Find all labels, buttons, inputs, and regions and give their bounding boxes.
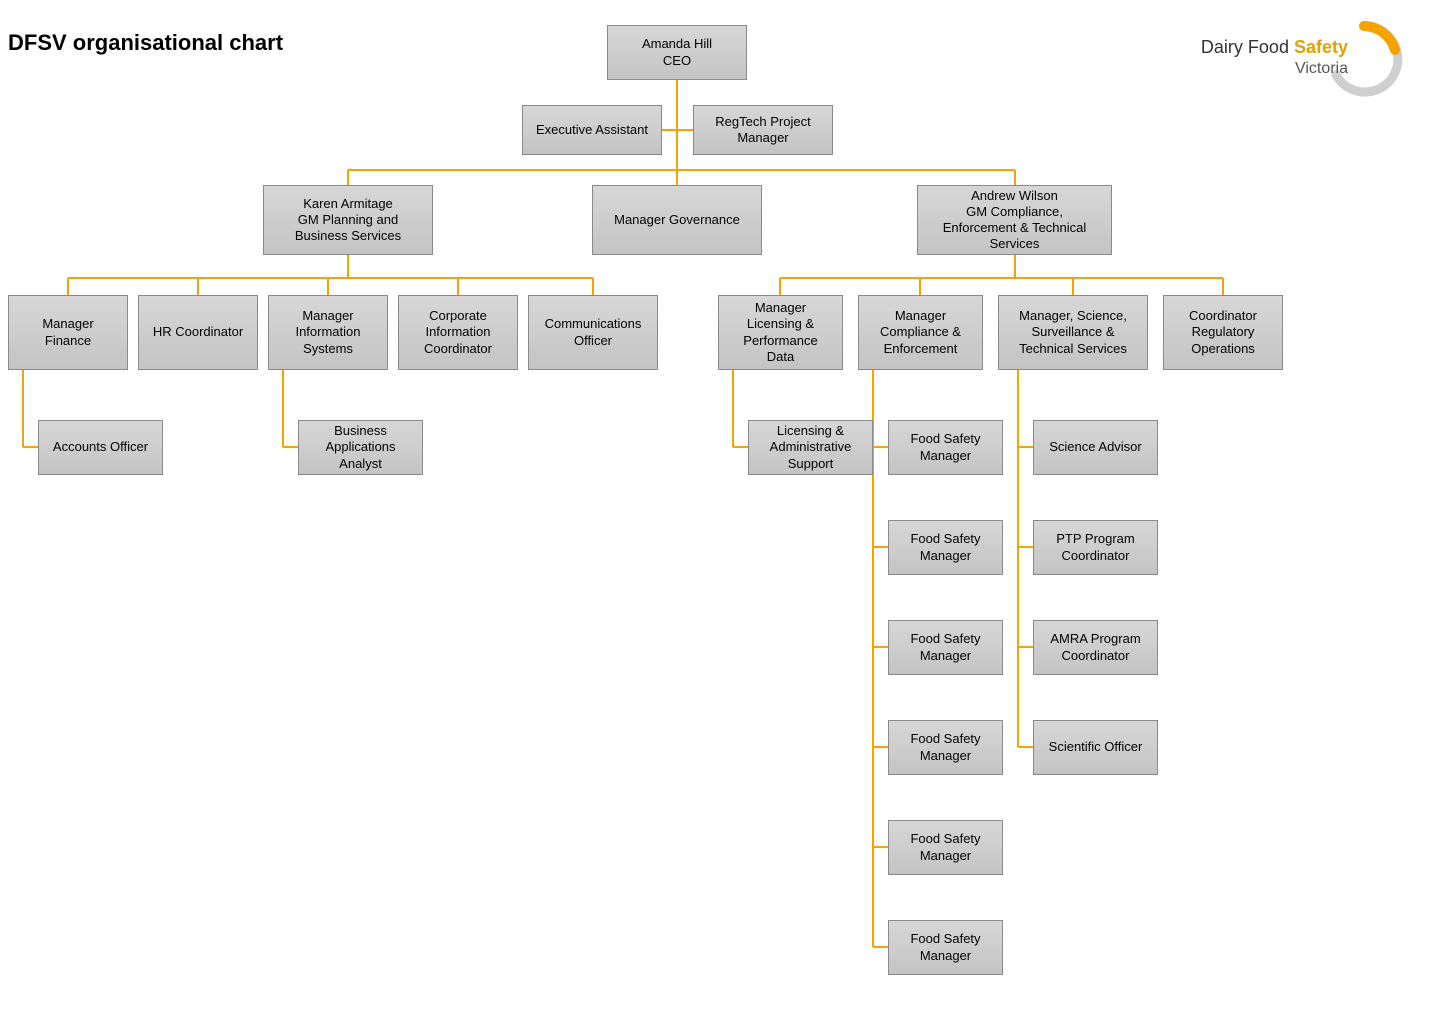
node-baa: Business Applications Analyst bbox=[298, 420, 423, 475]
node-comms: Communications Officer bbox=[528, 295, 658, 370]
node-cic: Corporate Information Coordinator bbox=[398, 295, 518, 370]
page-title: DFSV organisational chart bbox=[8, 30, 283, 56]
node-mgr_gov: Manager Governance bbox=[592, 185, 762, 255]
node-ceo: Amanda Hill CEO bbox=[607, 25, 747, 80]
node-gm_pbbs: Karen Armitage GM Planning and Business … bbox=[263, 185, 433, 255]
node-fsm6: Food Safety Manager bbox=[888, 920, 1003, 975]
node-ptp: PTP Program Coordinator bbox=[1033, 520, 1158, 575]
node-mgr_ssts: Manager, Science, Surveillance & Technic… bbox=[998, 295, 1148, 370]
node-fsm2: Food Safety Manager bbox=[888, 520, 1003, 575]
node-hr_coord: HR Coordinator bbox=[138, 295, 258, 370]
node-mgr_fin: Manager Finance bbox=[8, 295, 128, 370]
brand-logo: Dairy Food Safety Victoria bbox=[1193, 20, 1403, 100]
node-fsm5: Food Safety Manager bbox=[888, 820, 1003, 875]
logo-text-accent: Safety bbox=[1294, 37, 1348, 57]
node-sci_adv: Science Advisor bbox=[1033, 420, 1158, 475]
node-fsm1: Food Safety Manager bbox=[888, 420, 1003, 475]
node-fsm3: Food Safety Manager bbox=[888, 620, 1003, 675]
node-ea: Executive Assistant bbox=[522, 105, 662, 155]
node-gm_cets: Andrew Wilson GM Compliance, Enforcement… bbox=[917, 185, 1112, 255]
node-amra: AMRA Program Coordinator bbox=[1033, 620, 1158, 675]
node-acc_off: Accounts Officer bbox=[38, 420, 163, 475]
org-chart-canvas: DFSV organisational chart Dairy Food Saf… bbox=[0, 0, 1433, 1013]
logo-text-line2: Victoria bbox=[1295, 60, 1348, 77]
node-sci_off: Scientific Officer bbox=[1033, 720, 1158, 775]
node-las: Licensing & Administrative Support bbox=[748, 420, 873, 475]
node-mgr_is: Manager Information Systems bbox=[268, 295, 388, 370]
node-fsm4: Food Safety Manager bbox=[888, 720, 1003, 775]
node-regtech: RegTech Project Manager bbox=[693, 105, 833, 155]
node-coord_reg: Coordinator Regulatory Operations bbox=[1163, 295, 1283, 370]
node-mgr_lpd: Manager Licensing & Performance Data bbox=[718, 295, 843, 370]
node-mgr_ce: Manager Compliance & Enforcement bbox=[858, 295, 983, 370]
logo-text-prefix: Dairy Food bbox=[1201, 37, 1294, 57]
